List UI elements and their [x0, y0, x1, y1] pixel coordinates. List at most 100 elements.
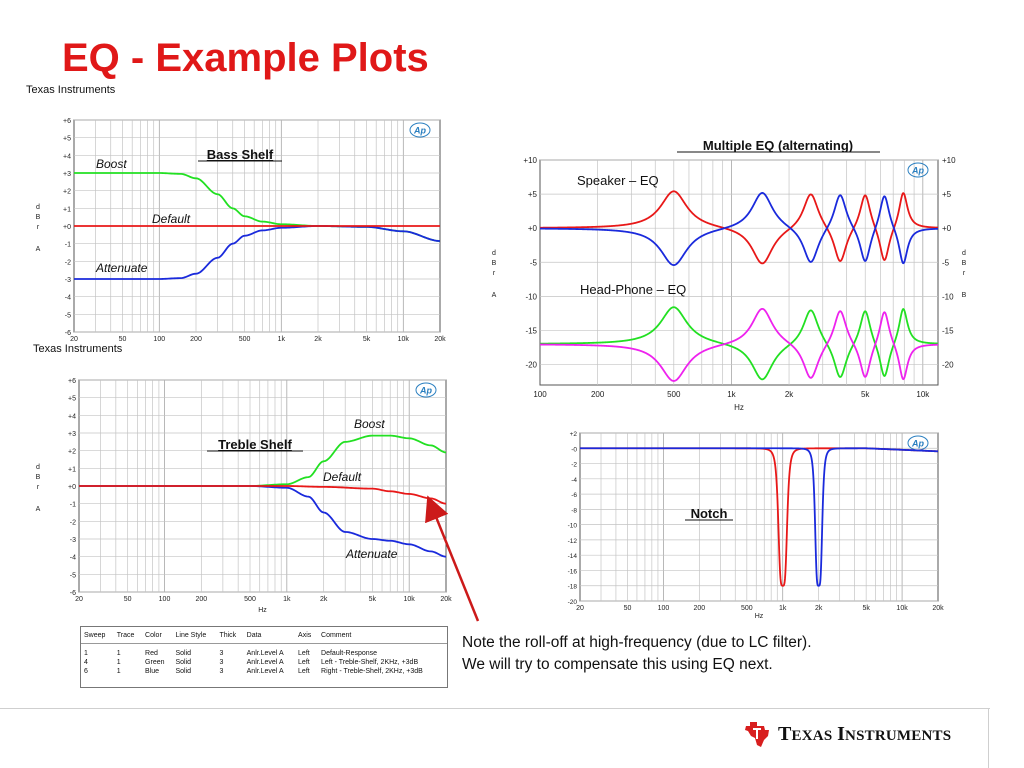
legend-row: 4 1 Green Solid 3 Anlr.Level A Left Left - Treb… — [81, 658, 447, 667]
x-tick-label: 2k — [314, 336, 322, 343]
y-tick-label: -15 — [525, 326, 537, 335]
y-tick-label-right: +10 — [942, 156, 956, 165]
series-line-blue — [540, 192, 939, 266]
legend-cell: Left — [298, 668, 310, 675]
ap-badge-ring — [409, 122, 431, 138]
plot-area — [539, 159, 939, 386]
y-tick-label: -5 — [70, 572, 76, 579]
legend-cell: 6 — [84, 668, 88, 675]
y-axis-label: d — [492, 250, 496, 257]
legend-cell: 1 — [116, 659, 121, 666]
ap-badge-text: Ap — [911, 166, 924, 176]
y-tick-label: +0 — [528, 224, 538, 233]
legend-cell: Solid — [175, 659, 192, 666]
x-tick-label: 100 — [658, 605, 670, 612]
legend-body: 1 1 Red Solid 3 Anlr.Level A Left Default-Respo… — [81, 644, 447, 677]
legend-header-cell: Sweep — [81, 627, 114, 644]
chart-title: Notch — [691, 506, 728, 521]
ap-badge-text: Ap — [419, 386, 432, 396]
annotation-default: Default — [152, 212, 191, 226]
legend-cell: Solid — [175, 650, 192, 657]
legend-cell: Red — [145, 650, 158, 657]
y-tick-label: -4 — [65, 295, 71, 302]
ap-badge-ring — [415, 382, 437, 398]
x-tick-label: 500 — [741, 605, 753, 612]
x-tick-label: 2k — [320, 596, 328, 603]
y-tick-label: -20 — [525, 361, 537, 370]
annotation-boost: Boost — [96, 157, 127, 171]
legend-cell: Anlr.Level A — [246, 668, 284, 675]
y-tick-label: +1 — [68, 466, 76, 473]
y-tick-label: +2 — [63, 189, 71, 196]
y-axis-label: r — [493, 270, 496, 277]
legend-row: 6 1 Blue Solid 3 Anlr.Level A Left Right - Treb… — [81, 667, 447, 676]
legend-header-cell: Axis — [295, 627, 319, 644]
x-tick-label: 20 — [75, 596, 83, 603]
chart-title: Treble Shelf — [218, 437, 292, 452]
x-tick-label: 20k — [440, 596, 452, 603]
x-tick-label: 5k — [369, 596, 377, 603]
treble-shelf-chart: -6 -5 -4 -3 -2 -1 +0 +1 +2 +3 +4 +5 +6 20 50 100 200 500 1… — [36, 378, 452, 614]
x-tick-label: 500 — [667, 390, 681, 399]
y-tick-label: +5 — [63, 136, 71, 143]
y-tick-label: -10 — [525, 292, 537, 301]
legend-cell: 1 — [116, 668, 121, 675]
y-axis-label: r — [37, 224, 40, 231]
legend-cell: 1 — [116, 650, 121, 657]
y-tick-label: -14 — [568, 553, 578, 560]
y-tick-label-right: -20 — [942, 361, 954, 370]
multiple-eq-chart: -20 -20 -15 -15 -10 -10 -5 -5 +0 +0 +5 +5 +10 +10 100 2… — [492, 138, 967, 412]
y-tick-label: -12 — [568, 538, 578, 545]
y-axis-label: d — [36, 464, 40, 471]
y-tick-label-right: +5 — [942, 190, 952, 199]
x-tick-label: 1k — [283, 596, 291, 603]
y-tick-label: +5 — [68, 396, 76, 403]
x-tick-label: 1k — [727, 390, 736, 399]
x-tick-label: 100 — [153, 336, 165, 343]
x-tick-label: 200 — [190, 336, 202, 343]
x-tick-label: 5k — [861, 390, 870, 399]
legend-header-cell: Line Style — [172, 627, 217, 644]
ti-logo-icon — [745, 722, 769, 747]
y-tick-label: -3 — [65, 277, 71, 284]
y-tick-label: -6 — [571, 492, 577, 499]
y-tick-label: -6 — [65, 330, 71, 337]
note-line-2: We will try to compensate this using EQ … — [462, 656, 773, 673]
brand-label-middle: Texas Instruments — [33, 343, 123, 355]
legend-cell: 3 — [219, 668, 224, 675]
y-tick-label: -5 — [530, 258, 538, 267]
series-line-magenta — [540, 307, 939, 382]
y-tick-label: -2 — [571, 462, 577, 469]
y-tick-label: -1 — [65, 242, 71, 249]
x-tick-label: 100 — [533, 390, 547, 399]
legend-cell: 4 — [84, 659, 88, 666]
x-tick-label: 200 — [693, 605, 705, 612]
y-tick-label: +3 — [63, 171, 71, 178]
ti-logo: TEXAS INSTRUMENTS — [744, 720, 951, 748]
x-tick-label: 500 — [239, 336, 251, 343]
x-tick-label: 50 — [124, 596, 132, 603]
ti-logo-text: TEXAS INSTRUMENTS — [778, 722, 952, 745]
series-line-blue — [580, 447, 939, 587]
sweep-legend-table: Sweep Trace Color Line Style Thick Data Axis Co… — [80, 626, 448, 688]
y-tick-label: +0 — [68, 484, 76, 491]
x-tick-label: 200 — [195, 596, 207, 603]
legend-header-cell: Comment — [318, 627, 447, 644]
y-axis-label: A — [36, 506, 41, 513]
y-axis-label-right: B — [962, 292, 967, 299]
legend-cell: Solid — [175, 668, 192, 675]
y-tick-label: -5 — [65, 312, 71, 319]
note-line-1: Note the roll-off at high-frequency (due… — [462, 634, 812, 651]
y-tick-label: -2 — [70, 519, 76, 526]
legend-header-cell: Trace — [113, 627, 143, 644]
legend-header-cell: Data — [243, 627, 296, 644]
legend-cell: 3 — [219, 659, 224, 666]
y-tick-label: +2 — [570, 431, 578, 438]
y-axis-label-right: B — [962, 260, 967, 267]
y-tick-label: -4 — [571, 477, 577, 484]
x-tick-label: 10k — [404, 596, 416, 603]
legend-cell: Left — [298, 659, 310, 666]
y-tick-label: -16 — [568, 568, 578, 575]
brand-label-top: Texas Instruments — [26, 84, 116, 96]
annotation-default: Default — [323, 470, 362, 484]
